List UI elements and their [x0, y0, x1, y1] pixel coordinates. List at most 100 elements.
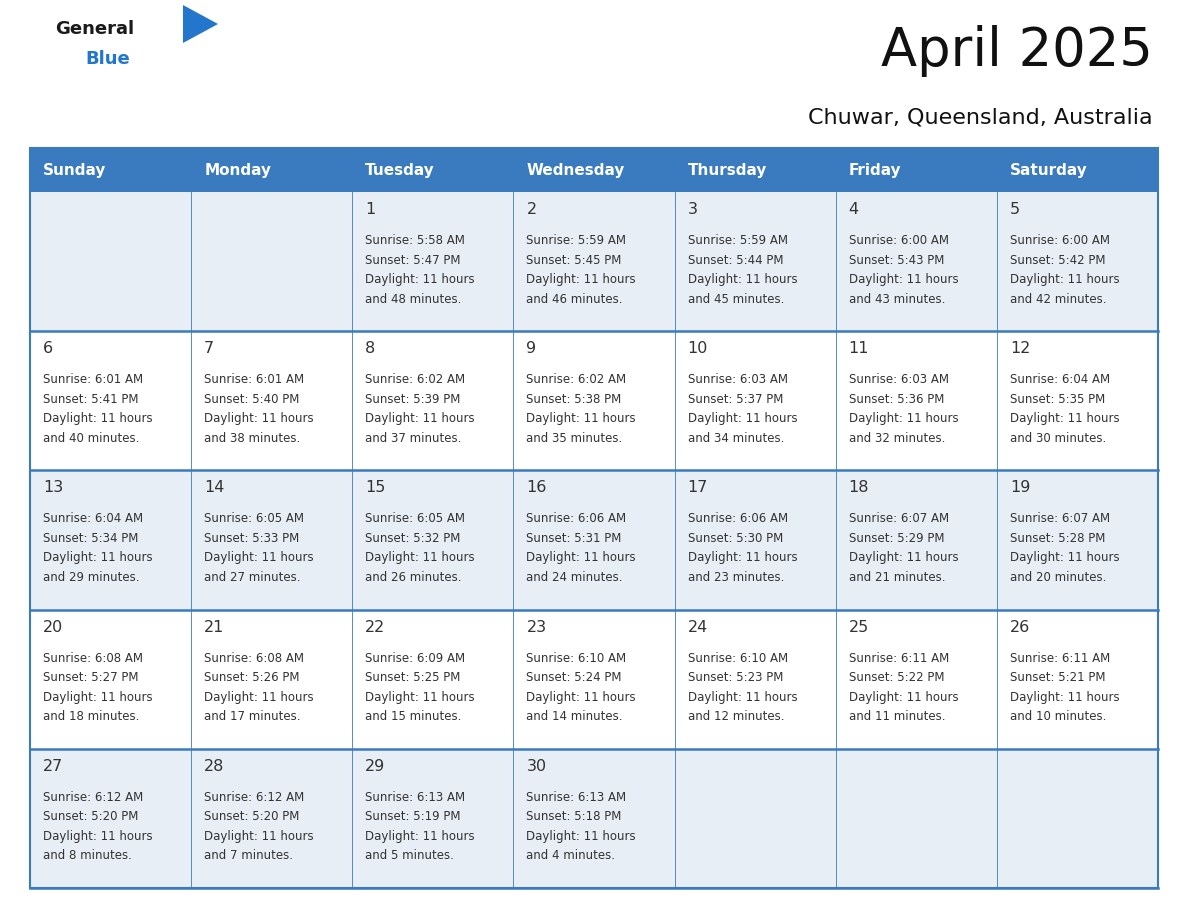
Text: Sunrise: 6:01 AM: Sunrise: 6:01 AM	[204, 374, 304, 386]
Text: 6: 6	[43, 341, 53, 356]
Bar	[30, 148, 1158, 888]
Text: 20: 20	[43, 620, 63, 634]
Text: Sunset: 5:35 PM: Sunset: 5:35 PM	[1010, 393, 1105, 406]
Text: and 40 minutes.: and 40 minutes.	[43, 431, 139, 444]
Text: Daylight: 11 hours: Daylight: 11 hours	[1010, 690, 1119, 703]
Text: Sunrise: 6:05 AM: Sunrise: 6:05 AM	[204, 512, 304, 525]
Text: Sunrise: 6:01 AM: Sunrise: 6:01 AM	[43, 374, 143, 386]
Polygon shape	[183, 5, 219, 43]
Text: and 26 minutes.: and 26 minutes.	[365, 571, 462, 584]
Text: Sunrise: 6:02 AM: Sunrise: 6:02 AM	[526, 374, 626, 386]
Text: Sunrise: 6:00 AM: Sunrise: 6:00 AM	[848, 234, 949, 247]
Text: Sunrise: 6:06 AM: Sunrise: 6:06 AM	[526, 512, 626, 525]
Text: Blue: Blue	[86, 50, 129, 68]
Text: and 8 minutes.: and 8 minutes.	[43, 849, 132, 862]
Text: Sunrise: 6:08 AM: Sunrise: 6:08 AM	[204, 652, 304, 665]
Text: Sunset: 5:40 PM: Sunset: 5:40 PM	[204, 393, 299, 406]
Text: Sunrise: 6:12 AM: Sunrise: 6:12 AM	[204, 790, 304, 804]
Bar	[30, 331, 1158, 470]
Text: Daylight: 11 hours: Daylight: 11 hours	[848, 412, 959, 425]
Text: 10: 10	[688, 341, 708, 356]
Text: Sunrise: 6:13 AM: Sunrise: 6:13 AM	[526, 790, 626, 804]
Text: Daylight: 11 hours: Daylight: 11 hours	[365, 690, 475, 703]
Text: Saturday: Saturday	[1010, 162, 1087, 177]
Text: Sunrise: 6:03 AM: Sunrise: 6:03 AM	[848, 374, 949, 386]
Text: and 14 minutes.: and 14 minutes.	[526, 711, 623, 723]
Text: Sunrise: 6:07 AM: Sunrise: 6:07 AM	[1010, 512, 1110, 525]
Text: Daylight: 11 hours: Daylight: 11 hours	[204, 830, 314, 843]
Text: Sunrise: 6:11 AM: Sunrise: 6:11 AM	[1010, 652, 1110, 665]
Text: 17: 17	[688, 480, 708, 496]
Text: Sunday: Sunday	[43, 162, 107, 177]
Text: Sunset: 5:31 PM: Sunset: 5:31 PM	[526, 532, 621, 545]
Text: Daylight: 11 hours: Daylight: 11 hours	[43, 690, 152, 703]
Text: Wednesday: Wednesday	[526, 162, 625, 177]
Text: and 12 minutes.: and 12 minutes.	[688, 711, 784, 723]
Text: 7: 7	[204, 341, 214, 356]
Text: Daylight: 11 hours: Daylight: 11 hours	[204, 412, 314, 425]
Text: and 7 minutes.: and 7 minutes.	[204, 849, 293, 862]
Text: Sunset: 5:41 PM: Sunset: 5:41 PM	[43, 393, 139, 406]
Text: Sunset: 5:18 PM: Sunset: 5:18 PM	[526, 811, 621, 823]
Text: Sunrise: 6:10 AM: Sunrise: 6:10 AM	[526, 652, 626, 665]
Text: 9: 9	[526, 341, 537, 356]
Text: Sunrise: 6:09 AM: Sunrise: 6:09 AM	[365, 652, 466, 665]
Text: Daylight: 11 hours: Daylight: 11 hours	[43, 552, 152, 565]
Text: Sunrise: 6:11 AM: Sunrise: 6:11 AM	[848, 652, 949, 665]
Text: 25: 25	[848, 620, 868, 634]
Text: Sunset: 5:47 PM: Sunset: 5:47 PM	[365, 253, 461, 266]
Text: Sunset: 5:32 PM: Sunset: 5:32 PM	[365, 532, 461, 545]
Text: and 4 minutes.: and 4 minutes.	[526, 849, 615, 862]
Text: 15: 15	[365, 480, 386, 496]
Text: Sunset: 5:27 PM: Sunset: 5:27 PM	[43, 671, 139, 684]
Text: and 23 minutes.: and 23 minutes.	[688, 571, 784, 584]
Text: and 10 minutes.: and 10 minutes.	[1010, 711, 1106, 723]
Text: and 11 minutes.: and 11 minutes.	[848, 711, 946, 723]
Text: Sunrise: 5:59 AM: Sunrise: 5:59 AM	[688, 234, 788, 247]
Text: and 27 minutes.: and 27 minutes.	[204, 571, 301, 584]
Text: Sunrise: 6:10 AM: Sunrise: 6:10 AM	[688, 652, 788, 665]
Text: Sunset: 5:26 PM: Sunset: 5:26 PM	[204, 671, 299, 684]
Text: Sunrise: 6:12 AM: Sunrise: 6:12 AM	[43, 790, 144, 804]
Text: Sunset: 5:21 PM: Sunset: 5:21 PM	[1010, 671, 1105, 684]
Text: 5: 5	[1010, 202, 1020, 217]
Bar	[30, 610, 1158, 749]
Text: Sunrise: 6:08 AM: Sunrise: 6:08 AM	[43, 652, 143, 665]
Bar	[30, 192, 1158, 331]
Text: Sunrise: 5:58 AM: Sunrise: 5:58 AM	[365, 234, 466, 247]
Text: and 48 minutes.: and 48 minutes.	[365, 293, 462, 306]
Text: Sunset: 5:39 PM: Sunset: 5:39 PM	[365, 393, 461, 406]
Text: Daylight: 11 hours: Daylight: 11 hours	[43, 412, 152, 425]
Text: 27: 27	[43, 759, 63, 774]
Text: Sunrise: 6:04 AM: Sunrise: 6:04 AM	[1010, 374, 1110, 386]
Text: Sunset: 5:24 PM: Sunset: 5:24 PM	[526, 671, 623, 684]
Text: 28: 28	[204, 759, 225, 774]
Text: Daylight: 11 hours: Daylight: 11 hours	[848, 273, 959, 286]
Text: Sunset: 5:20 PM: Sunset: 5:20 PM	[204, 811, 299, 823]
Text: 23: 23	[526, 620, 546, 634]
Text: Sunrise: 6:04 AM: Sunrise: 6:04 AM	[43, 512, 143, 525]
Text: 4: 4	[848, 202, 859, 217]
Text: Daylight: 11 hours: Daylight: 11 hours	[526, 830, 636, 843]
Text: General: General	[55, 20, 134, 38]
Text: and 5 minutes.: and 5 minutes.	[365, 849, 454, 862]
Text: and 35 minutes.: and 35 minutes.	[526, 431, 623, 444]
Text: Sunrise: 6:06 AM: Sunrise: 6:06 AM	[688, 512, 788, 525]
Text: and 24 minutes.: and 24 minutes.	[526, 571, 623, 584]
Text: Sunset: 5:45 PM: Sunset: 5:45 PM	[526, 253, 621, 266]
Text: 16: 16	[526, 480, 546, 496]
Text: Daylight: 11 hours: Daylight: 11 hours	[526, 412, 636, 425]
Text: 19: 19	[1010, 480, 1030, 496]
Text: Daylight: 11 hours: Daylight: 11 hours	[848, 690, 959, 703]
Text: 26: 26	[1010, 620, 1030, 634]
Text: Daylight: 11 hours: Daylight: 11 hours	[365, 830, 475, 843]
Text: Sunset: 5:22 PM: Sunset: 5:22 PM	[848, 671, 944, 684]
Bar	[30, 470, 1158, 610]
Text: Sunset: 5:38 PM: Sunset: 5:38 PM	[526, 393, 621, 406]
Text: 30: 30	[526, 759, 546, 774]
Text: Sunrise: 6:07 AM: Sunrise: 6:07 AM	[848, 512, 949, 525]
Text: and 21 minutes.: and 21 minutes.	[848, 571, 946, 584]
Text: and 15 minutes.: and 15 minutes.	[365, 711, 462, 723]
Text: Daylight: 11 hours: Daylight: 11 hours	[526, 273, 636, 286]
Text: and 20 minutes.: and 20 minutes.	[1010, 571, 1106, 584]
